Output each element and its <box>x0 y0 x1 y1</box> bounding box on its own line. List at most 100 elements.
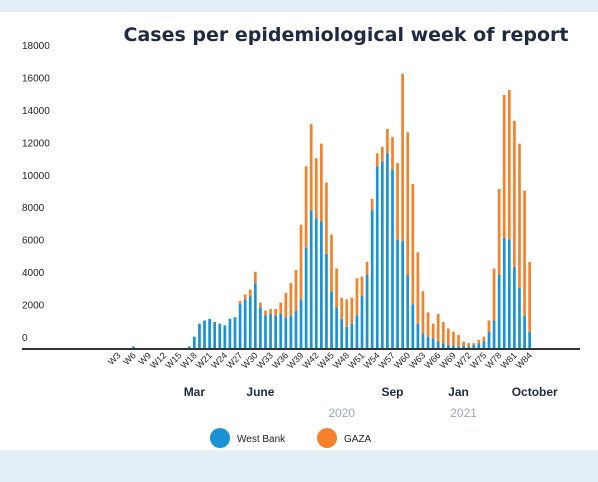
y-tick-label: 6000 <box>22 236 45 247</box>
year-labels: 2020 2021 <box>328 406 477 420</box>
bar-west-bank-W49 <box>350 323 354 348</box>
bar-west-bank-W73 <box>472 344 476 348</box>
bar-gaza-W80 <box>507 90 511 240</box>
bar-west-bank-W59 <box>401 240 404 348</box>
bar-west-bank-W44 <box>325 253 328 348</box>
bar-west-bank-W48 <box>345 326 349 348</box>
bar-west-bank-W55 <box>380 161 384 348</box>
bar-west-bank-W70 <box>457 346 460 348</box>
month-label: Jan <box>448 385 469 399</box>
year-label: 2020 <box>328 406 355 420</box>
bar-gaza-W34 <box>274 309 277 316</box>
bar-west-bank-W33 <box>269 313 272 348</box>
bar-west-bank-W66 <box>436 341 440 348</box>
bar-gaza-W52 <box>365 262 369 275</box>
bar-west-bank-W46 <box>335 307 338 348</box>
legend-swatch <box>317 428 337 448</box>
bar-gaza-W43 <box>320 143 323 222</box>
bar-gaza-W51 <box>360 276 364 297</box>
bar-west-bank-W50 <box>355 315 359 348</box>
bar-west-bank-W24 <box>223 325 227 348</box>
bar-west-bank-W68 <box>447 344 450 348</box>
bar-gaza-W56 <box>386 129 389 154</box>
bar-west-bank-W51 <box>360 296 364 348</box>
bar-west-bank-W77 <box>492 320 496 348</box>
bar-west-bank-W56 <box>386 153 389 348</box>
y-tick-label: 0 <box>22 333 28 344</box>
bar-gaza-W41 <box>309 124 313 211</box>
bar-west-bank-W83 <box>523 315 526 348</box>
bar-gaza-W74 <box>477 339 481 344</box>
bar-west-bank-W61 <box>411 304 415 348</box>
bar-gaza-W45 <box>330 234 333 292</box>
bar-west-bank-W62 <box>416 323 420 348</box>
bar-gaza-W63 <box>421 291 425 334</box>
bar-gaza-W65 <box>431 323 435 339</box>
x-tick-label: W6 <box>121 350 138 367</box>
x-tick-label: W84 <box>514 350 534 370</box>
bar-gaza-W49 <box>350 297 354 324</box>
y-tick-label: 2000 <box>22 301 45 312</box>
bar-gaza-W76 <box>487 320 491 332</box>
y-tick-label: 16000 <box>22 73 50 84</box>
bar-west-bank-W30 <box>253 283 257 348</box>
bar-west-bank-W71 <box>462 345 465 348</box>
bar-west-bank-W78 <box>497 275 501 348</box>
bar-west-bank-W80 <box>507 239 511 348</box>
month-labels: Mar June Sep Jan October <box>184 385 558 399</box>
bar-gaza-W82 <box>518 143 521 288</box>
bar-gaza-W44 <box>325 182 328 254</box>
bar-west-bank-W27 <box>238 304 242 348</box>
bar-west-bank-W26 <box>233 317 237 348</box>
bar-gaza-W78 <box>497 189 501 275</box>
bar-west-bank-W36 <box>284 317 288 348</box>
bar-west-bank-W35 <box>279 313 283 348</box>
legend-swatch <box>210 428 230 448</box>
bar-west-bank-W53 <box>370 210 374 348</box>
bar-gaza-W75 <box>482 336 486 342</box>
bar-gaza-W33 <box>269 309 272 314</box>
bar-gaza-W81 <box>513 120 516 267</box>
bar-gaza-W58 <box>396 163 399 240</box>
y-tick-label: 10000 <box>22 171 50 182</box>
bar-gaza-W67 <box>441 322 445 344</box>
bar-gaza-W79 <box>502 94 506 238</box>
y-tick-label: 8000 <box>22 203 45 214</box>
bar-gaza-W37 <box>289 283 293 316</box>
bar-west-bank-W17 <box>187 346 191 348</box>
bar-west-bank-W21 <box>208 318 211 348</box>
bar-west-bank-W23 <box>218 323 222 348</box>
month-label: October <box>512 385 558 399</box>
bar-west-bank-W65 <box>431 338 435 348</box>
bar-gaza-W84 <box>528 262 531 332</box>
bar-west-bank-W81 <box>513 266 516 348</box>
bar-west-bank-W31 <box>259 307 262 348</box>
x-axis-ticks: W3W6W9W12W15W18W21W24W27W30W33W36W39W42W… <box>106 350 534 370</box>
y-tick-label: 14000 <box>22 106 50 117</box>
x-tick-label: W3 <box>106 350 123 367</box>
bar-west-bank-W82 <box>518 287 521 348</box>
y-tick-label: 18000 <box>22 41 50 52</box>
bar-gaza-W73 <box>472 343 476 345</box>
bar-gaza-W69 <box>452 331 455 346</box>
bar-west-bank-W57 <box>391 169 394 348</box>
bar-west-bank-W20 <box>203 320 206 348</box>
bar-gaza-W59 <box>401 73 404 241</box>
y-tick-label: 12000 <box>22 138 50 149</box>
top-band <box>0 0 598 12</box>
bar-west-bank-W54 <box>375 166 379 348</box>
bar-west-bank-W63 <box>421 333 425 348</box>
bar-gaza-W72 <box>467 343 471 347</box>
bar-gaza-W47 <box>340 297 344 319</box>
bar-west-bank-W40 <box>304 247 308 348</box>
y-tick-label: 4000 <box>22 268 45 279</box>
bar-west-bank-W38 <box>294 310 298 348</box>
bar-west-bank-W75 <box>482 341 486 348</box>
bar-gaza-W31 <box>259 302 262 308</box>
bar-west-bank-W64 <box>426 336 430 348</box>
bar-gaza-W66 <box>436 313 440 342</box>
bar-gaza-W54 <box>375 153 379 167</box>
bar-gaza-W68 <box>447 328 450 345</box>
bar-west-bank-W22 <box>213 322 217 348</box>
bar-gaza-W46 <box>335 268 338 308</box>
